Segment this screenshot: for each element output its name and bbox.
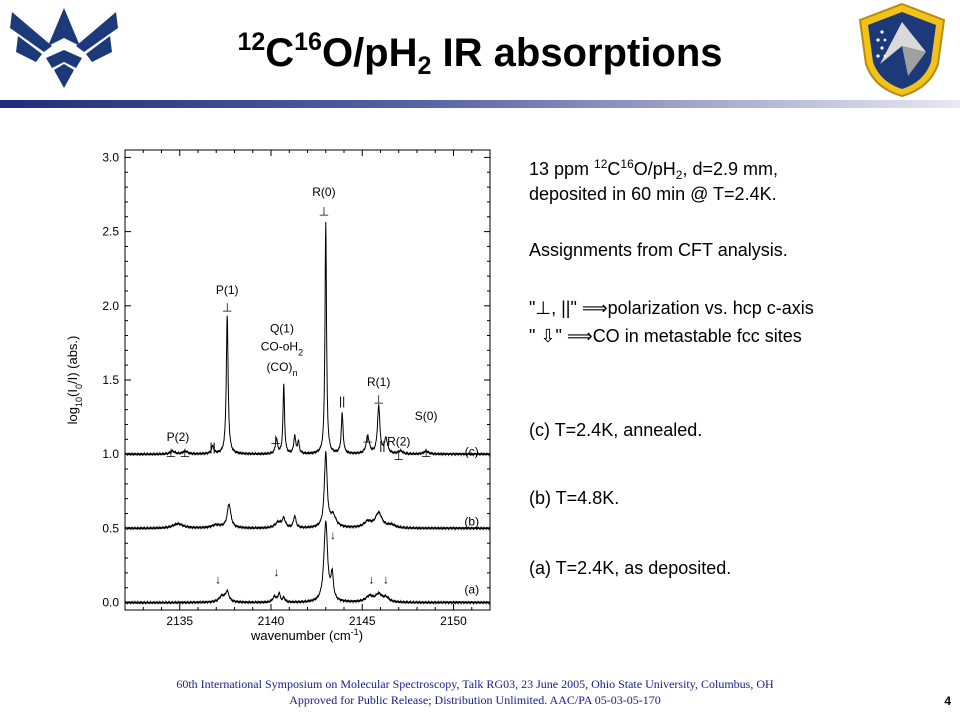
sample-description-line1: 13 ppm 12C16O/pH2, d=2.9 mm,	[529, 157, 779, 182]
assignments-note: Assignments from CFT analysis.	[529, 240, 788, 260]
peak-annotation: ↓	[368, 572, 374, 586]
y-tick-label: 2.0	[102, 299, 119, 313]
spectrum-traces	[124, 221, 491, 606]
slide-number: 4	[944, 694, 951, 708]
afrl-shield-logo	[858, 2, 946, 98]
y-axis-label: log10(I0/I) (abs.)	[65, 336, 84, 425]
peak-annotation: ↓	[383, 572, 389, 586]
peak-annotation: R(1)	[367, 375, 390, 389]
spectrum-trace-a	[124, 520, 491, 606]
peak-annotation: ⊥	[421, 446, 431, 460]
footer-line-1: 60th International Symposium on Molecula…	[176, 677, 774, 691]
y-tick-label: 3.0	[102, 150, 119, 164]
peak-annotation: ⊥	[394, 449, 404, 463]
peak-annotation: ⊥	[362, 431, 372, 445]
ir-spectrum-chart: 2135 2140 2145 2150 0.0 0.5 1.0 1.5 2.0 2.5 3.0 R(…	[65, 149, 491, 643]
peak-annotation: ↓	[215, 572, 221, 586]
peak-annotation: (a)	[464, 583, 479, 597]
x-tick-label: 2140	[258, 614, 285, 628]
svg-text:wavenumber (cm-1): wavenumber (cm-1)	[250, 627, 363, 643]
x-tick-label: 2135	[166, 614, 193, 628]
x-tick-label: 2145	[349, 614, 376, 628]
peak-annotation: ⊥	[319, 204, 329, 218]
axis-ticks: 2135 2140 2145 2150 0.0 0.5 1.0 1.5 2.0 2.5 3.0	[102, 150, 491, 628]
slide-title: 12C16O/pH2 IR absorptions	[237, 28, 723, 80]
footer-line-2: Approved for Public Release; Distributio…	[289, 693, 661, 707]
peak-annotation: Q(1)	[270, 322, 294, 336]
trace-c-description: (c) T=2.4K, annealed.	[529, 420, 703, 440]
polarization-note: "⊥, ||" ⟹polarization vs. hcp c-axis	[529, 298, 814, 318]
x-axis-label: wavenumber (cm-1)	[250, 627, 363, 643]
peak-annotation: (c)	[465, 445, 479, 459]
x-tick-label: 2150	[440, 614, 467, 628]
spectrum-trace-b	[124, 451, 491, 531]
peak-annotation: ||	[379, 439, 385, 453]
y-tick-label: 1.5	[102, 373, 119, 387]
peak-annotation: ||	[209, 440, 215, 454]
peak-annotation: CO-oH2	[261, 339, 303, 357]
peak-annotations: R(0)⊥P(1)⊥Q(1)CO-oH2(CO)n⊥||R(1)⊥⊥|| R(2)…	[166, 185, 479, 597]
spectrum-trace-c	[124, 221, 491, 457]
peak-annotation: P(2)	[167, 430, 190, 444]
implies-icon: ⟹	[566, 326, 593, 346]
plot-frame	[124, 149, 491, 611]
title-divider	[0, 100, 960, 108]
hollow-down-arrow-icon: ⇩	[540, 326, 556, 346]
peak-annotation: P(1)	[216, 283, 239, 297]
peak-annotation: ↓	[330, 528, 336, 542]
peak-annotation: ||	[339, 394, 345, 408]
y-tick-label: 0.0	[102, 596, 119, 610]
peak-annotation: S(0)	[415, 409, 438, 423]
y-tick-label: 2.5	[102, 225, 119, 239]
sample-description-line2: deposited in 60 min @ T=2.4K.	[529, 184, 777, 204]
y-tick-label: 0.5	[102, 521, 119, 535]
peak-annotation: ⊥ ⊥	[166, 446, 190, 460]
peak-annotation: R(2)	[387, 434, 410, 448]
implies-icon: ⟹	[581, 298, 608, 318]
peak-annotation: R(0)	[312, 185, 335, 199]
trace-a-description: (a) T=2.4K, as deposited.	[529, 558, 732, 578]
y-tick-label: 1.0	[102, 447, 119, 461]
peak-annotation: ⊥	[270, 433, 280, 447]
footer: 60th International Symposium on Molecula…	[60, 676, 890, 708]
trace-b-description: (b) T=4.8K.	[529, 488, 620, 508]
peak-annotation: ⊥	[222, 301, 232, 315]
svg-text:log10(I0/I) (abs.): log10(I0/I) (abs.)	[65, 336, 84, 425]
peak-annotation: ↓	[273, 565, 279, 579]
peak-annotation: ⊥	[373, 393, 383, 407]
metastable-note: " ⇩" ⟹CO in metastable fcc sites	[529, 326, 802, 346]
air-force-wings-logo	[10, 8, 118, 88]
peak-annotation: (CO)n	[266, 360, 297, 378]
peak-annotation: (b)	[464, 514, 479, 528]
